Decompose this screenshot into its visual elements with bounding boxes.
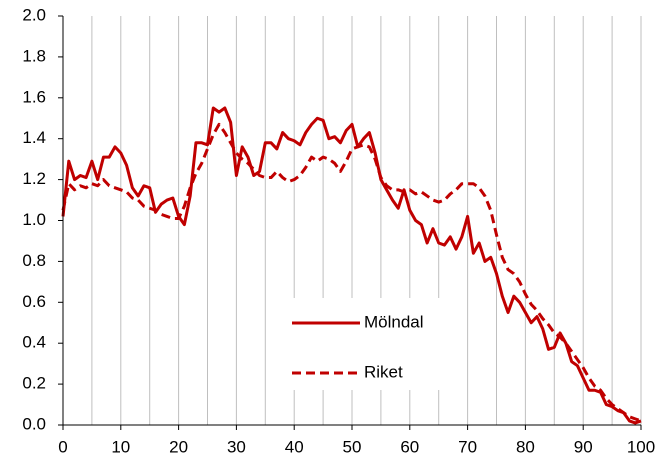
y-tick-label: 1.0 (22, 210, 46, 229)
x-tick-label: 90 (574, 437, 593, 456)
series-line (61, 106, 642, 425)
x-tick-label: 80 (516, 437, 535, 456)
y-tick-label: 0.6 (22, 292, 46, 311)
x-tick-label: 60 (400, 437, 419, 456)
legend-label: Riket (364, 362, 403, 381)
x-tick-label: 10 (111, 437, 130, 456)
legend-label: Mölndal (364, 312, 424, 331)
y-tick-label: 0.4 (22, 333, 46, 352)
x-tick-label: 70 (458, 437, 477, 456)
x-tick-label: 20 (169, 437, 188, 456)
y-tick-label: 0.8 (22, 251, 46, 270)
y-tick-label: 1.4 (22, 128, 46, 147)
y-tick-label: 0.0 (22, 414, 46, 433)
y-tick-label: 2.0 (22, 5, 46, 24)
x-tick-label: 40 (285, 437, 304, 456)
x-tick-label: 50 (343, 437, 362, 456)
y-tick-label: 1.2 (22, 169, 46, 188)
legend-box (266, 298, 452, 390)
x-tick-label: 30 (227, 437, 246, 456)
y-tick-label: 0.2 (22, 374, 46, 393)
x-tick-label: 0 (58, 437, 67, 456)
y-tick-label: 1.8 (22, 46, 46, 65)
y-tick-label: 1.6 (22, 87, 46, 106)
x-tick-label: 100 (627, 437, 655, 456)
